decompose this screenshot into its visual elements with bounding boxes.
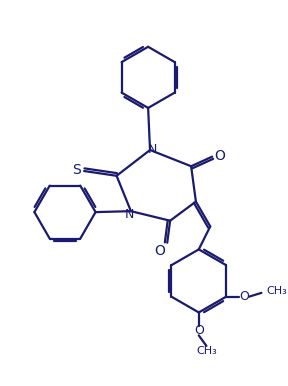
Text: N: N: [124, 208, 134, 220]
Text: O: O: [239, 290, 249, 303]
Text: N: N: [147, 142, 157, 156]
Text: CH₃: CH₃: [266, 286, 287, 296]
Text: O: O: [214, 149, 225, 163]
Text: O: O: [194, 324, 204, 337]
Text: CH₃: CH₃: [196, 346, 217, 356]
Text: O: O: [154, 244, 165, 258]
Text: S: S: [72, 163, 81, 177]
